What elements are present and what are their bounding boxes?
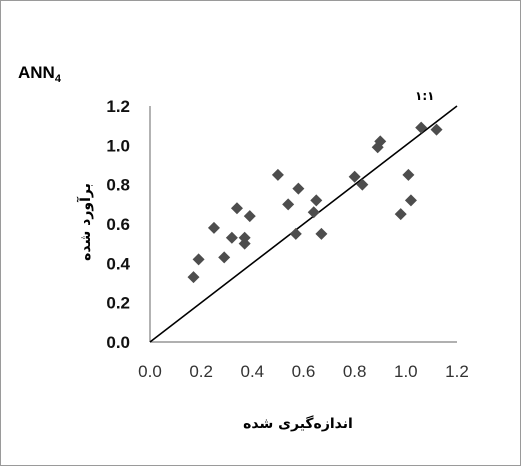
- y-tick-label: 0.4: [106, 254, 130, 273]
- reference-line-group: ۱:۱: [149, 89, 458, 343]
- x-tick-label: 0.8: [343, 362, 367, 381]
- y-tick-label: 0.0: [106, 333, 130, 352]
- x-tick-label: 1.0: [394, 362, 418, 381]
- tick-labels: 0.0 0.2 0.4 0.6 0.8 1.0 1.2 0.0 0.2 0.4 0.6 0.8 1.0 1…: [106, 97, 468, 381]
- reference-line: [149, 105, 458, 343]
- data-point: [307, 206, 320, 219]
- data-point: [356, 178, 369, 191]
- x-tick-label: 0.2: [189, 362, 213, 381]
- data-point: [402, 168, 415, 181]
- x-tick-label: 0.4: [241, 362, 265, 381]
- data-point: [374, 135, 387, 148]
- data-point: [394, 208, 407, 221]
- data-point: [187, 271, 200, 284]
- data-point: [243, 210, 256, 223]
- y-axis-label: برآورد شده: [76, 183, 94, 261]
- x-axis-label: اندازه‌گیری شده: [243, 415, 353, 432]
- data-point: [292, 182, 305, 195]
- y-tick-label: 0.8: [106, 176, 130, 195]
- data-point: [315, 227, 328, 240]
- x-tick-label: 0.0: [138, 362, 162, 381]
- data-point: [415, 121, 428, 134]
- data-point: [289, 227, 302, 240]
- y-tick-label: 1.2: [106, 97, 130, 116]
- data-point: [225, 231, 238, 244]
- data-point: [207, 221, 220, 234]
- y-tick-label: 0.2: [106, 294, 130, 313]
- data-point: [404, 194, 417, 207]
- y-tick-label: 0.6: [106, 215, 130, 234]
- data-point: [282, 198, 295, 211]
- axes: [149, 106, 457, 343]
- chart-title: ANN4: [18, 63, 62, 85]
- data-point: [271, 168, 284, 181]
- data-point: [310, 194, 323, 207]
- data-point: [230, 202, 243, 215]
- x-tick-label: 1.2: [445, 362, 469, 381]
- reference-line-label: ۱:۱: [415, 89, 434, 103]
- data-points: [187, 121, 443, 284]
- data-point: [192, 253, 205, 266]
- data-point: [218, 251, 231, 264]
- data-point: [348, 170, 361, 183]
- y-tick-label: 1.0: [106, 136, 130, 155]
- data-point: [238, 231, 251, 244]
- data-point: [430, 123, 443, 136]
- x-tick-label: 0.6: [292, 362, 316, 381]
